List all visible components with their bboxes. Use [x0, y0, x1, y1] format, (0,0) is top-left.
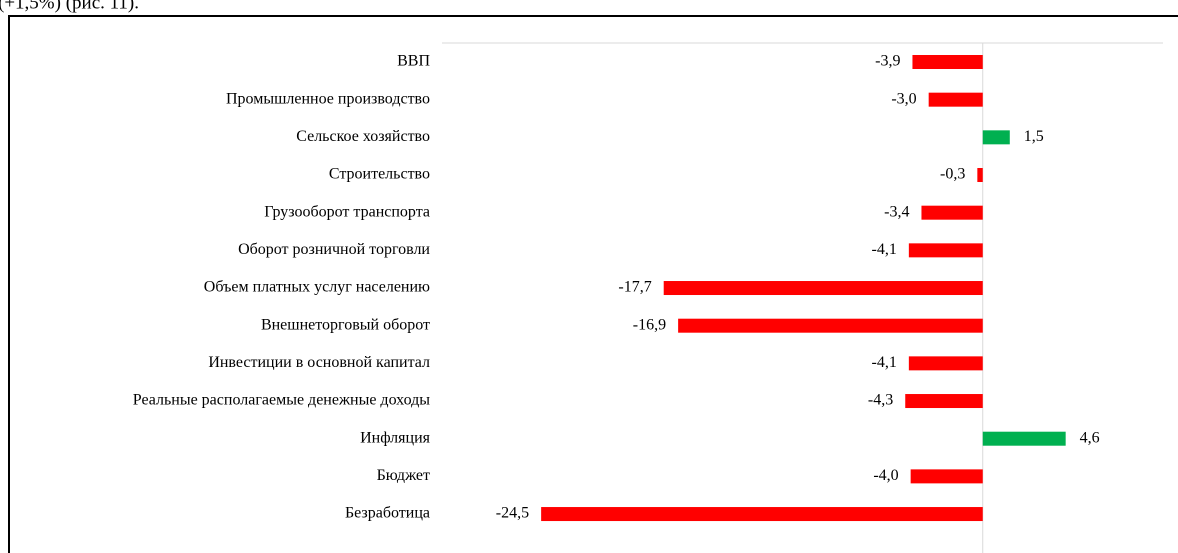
value-label: -16,9 [633, 316, 666, 333]
chart-frame [8, 15, 1178, 553]
bar [928, 92, 983, 107]
bar [541, 507, 983, 522]
value-label: 1,5 [1024, 128, 1044, 145]
category-label: Инвестиции в основной капитал [208, 354, 430, 371]
category-label: Безработица [345, 505, 430, 522]
value-label: -4,3 [868, 392, 893, 409]
category-label: Внешнеторговый оборот [261, 316, 430, 333]
value-label: -3,9 [875, 53, 900, 70]
category-label: Бюджет [377, 467, 430, 484]
bar [921, 205, 983, 220]
bar [908, 356, 983, 371]
category-label: Реальные располагаемые денежные доходы [133, 392, 430, 409]
category-label: Грузооборот транспорта [264, 203, 430, 220]
bar [912, 55, 983, 69]
value-label: -3,0 [891, 90, 916, 107]
value-label: -4,0 [873, 467, 898, 484]
category-label: Инфляция [360, 429, 431, 446]
value-label: -0,3 [940, 166, 965, 183]
category-label: Промышленное производство [226, 90, 430, 107]
bar [663, 281, 983, 296]
bar [910, 469, 983, 484]
value-label: -24,5 [496, 505, 529, 522]
category-label: Оборот розничной торговли [238, 241, 430, 258]
value-label: -3,4 [884, 203, 909, 220]
bar [905, 394, 983, 409]
category-label: ВВП [397, 53, 430, 70]
category-label: Сельское хозяйство [296, 128, 430, 145]
document-text: (+1,5%) (рис. 11). [0, 0, 139, 13]
category-label: Строительство [329, 166, 430, 183]
bar [678, 318, 983, 333]
category-label: Объем платных услуг населению [204, 279, 430, 296]
value-label: -4,1 [872, 354, 897, 371]
bar [908, 243, 983, 258]
bar [977, 168, 983, 183]
value-label: -17,7 [618, 279, 651, 296]
bar [982, 431, 1066, 446]
value-label: 4,6 [1080, 429, 1100, 446]
bar [982, 130, 1010, 145]
value-label: -4,1 [872, 241, 897, 258]
